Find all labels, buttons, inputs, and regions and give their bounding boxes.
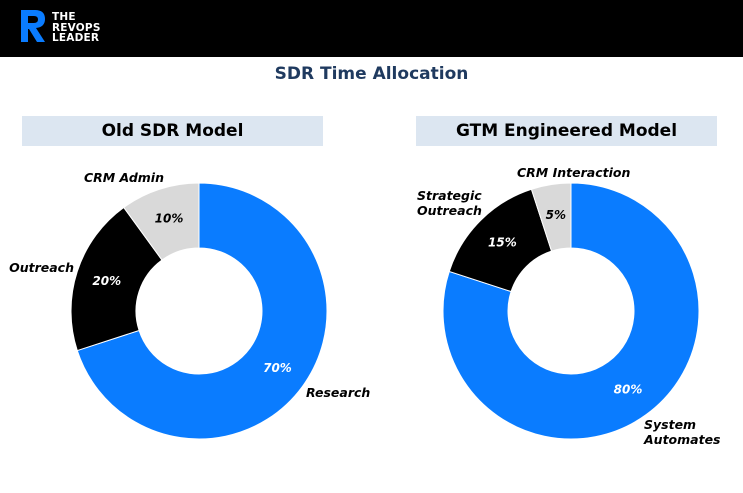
gtm-model-title: GTM Engineered Model	[416, 116, 717, 146]
category-label-research: Research	[306, 385, 370, 400]
slice-crm-admin	[123, 182, 200, 261]
slice-system-automates	[442, 182, 700, 440]
brand-line-2: REVOPS	[52, 21, 101, 34]
page-title: SDR Time Allocation	[274, 64, 469, 84]
category-label-system-automates: Automates	[643, 432, 721, 447]
pct-label-crm-admin: 10%	[155, 212, 184, 226]
pct-label-crm-interaction: 5%	[546, 208, 566, 222]
category-label-outreach: Outreach	[9, 260, 74, 275]
slice-outreach	[70, 206, 163, 352]
category-label-strategic-outreach: Strategic	[417, 188, 482, 203]
category-label-crm-interaction: CRM Interaction	[517, 165, 630, 180]
brand-line-1: THE	[52, 11, 76, 23]
pct-label-strategic-outreach: 15%	[488, 235, 517, 249]
header-bar: THE REVOPS LEADER	[0, 0, 743, 57]
old-model-title: Old SDR Model	[22, 116, 323, 146]
category-label-strategic-outreach: Outreach	[417, 203, 482, 218]
slice-research	[76, 182, 328, 440]
category-label-crm-admin: CRM Admin	[84, 170, 164, 185]
revops-logo-icon	[21, 10, 45, 42]
pct-label-system-automates: 80%	[614, 382, 643, 396]
slice-crm-interaction	[530, 182, 572, 252]
category-label-system-automates: System	[644, 417, 696, 432]
pct-label-research: 70%	[263, 361, 292, 375]
brand-line-3: LEADER	[52, 32, 100, 44]
pct-label-outreach: 20%	[92, 274, 121, 288]
brand-name: THE REVOPS LEADER	[52, 12, 101, 44]
